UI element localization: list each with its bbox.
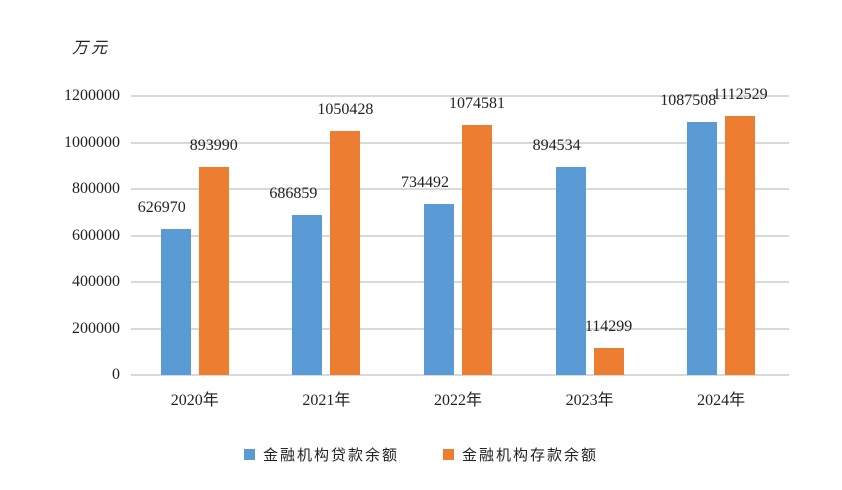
y-tick-label: 1000000 (64, 133, 120, 151)
data-label: 1050428 (317, 100, 374, 118)
legend-label: 金融机构贷款余额 (262, 446, 399, 464)
y-axis-unit-label: 万元 (72, 40, 111, 57)
x-tick-label: 2022年 (433, 392, 483, 409)
x-tick-label: 2020年 (170, 392, 219, 409)
loan-bar (292, 215, 323, 375)
data-label: 893990 (189, 137, 238, 155)
legend-label: 金融机构存款余额 (462, 446, 599, 464)
gridline (131, 327, 789, 330)
deposit-bar (198, 167, 229, 375)
data-label: 1087508 (660, 92, 717, 110)
legend-swatch-loan-icon (243, 449, 255, 460)
y-tick-label: 600000 (72, 226, 120, 244)
gridline (131, 234, 789, 237)
y-tick-label: 400000 (72, 273, 120, 290)
gridline (131, 374, 789, 376)
data-label: 626970 (137, 199, 186, 217)
gridline (131, 188, 789, 190)
data-label: 114299 (584, 318, 633, 336)
loan-bar (687, 122, 718, 375)
data-label: 734492 (401, 174, 449, 192)
data-label: 1112529 (712, 86, 768, 104)
data-label: 1074581 (449, 95, 505, 113)
gridline (131, 281, 789, 283)
data-label: 686859 (269, 185, 318, 203)
legend-swatch-deposit-icon (443, 449, 454, 460)
gridline (131, 95, 789, 97)
deposit-bar (330, 130, 361, 375)
deposit-bar (462, 125, 492, 375)
loan-bar (160, 229, 191, 375)
gridline (131, 141, 789, 144)
deposit-bar (593, 348, 624, 375)
y-tick-label: 200000 (72, 319, 120, 337)
data-label: 894534 (532, 137, 581, 155)
legend-item: 金融机构存款余额 (443, 444, 598, 465)
y-tick-label: 0 (112, 366, 120, 383)
y-tick-label: 1200000 (64, 87, 120, 104)
x-tick-label: 2024年 (697, 392, 746, 409)
legend-item: 金融机构贷款余额 (243, 444, 399, 465)
x-tick-label: 2023年 (565, 392, 614, 409)
loan-bar (424, 204, 454, 375)
loan-bar (555, 167, 586, 375)
y-tick-label: 800000 (72, 180, 120, 197)
chart-legend: 金融机构贷款余额 金融机构存款余额 (0, 444, 842, 465)
deposit-bar (725, 116, 756, 375)
x-tick-label: 2021年 (302, 392, 351, 409)
